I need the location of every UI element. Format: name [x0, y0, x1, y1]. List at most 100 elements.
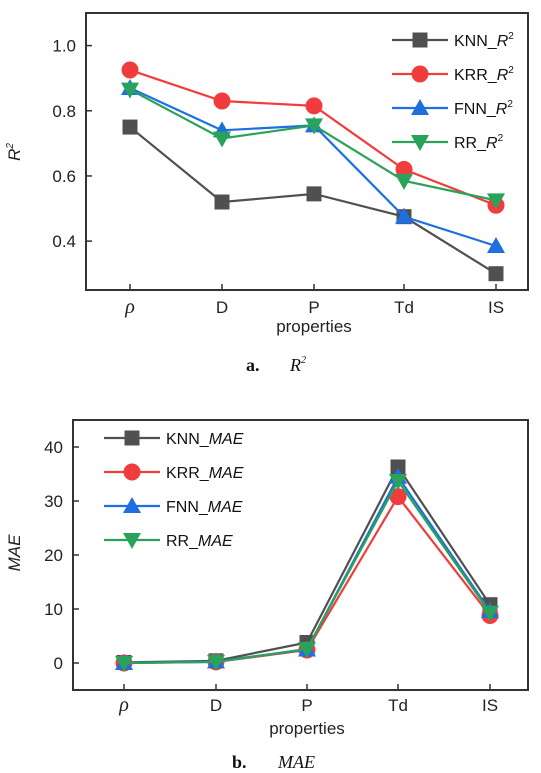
legend-label: FNN_R2	[454, 99, 513, 118]
caption-letter: a.	[246, 355, 260, 375]
y-axis-label-sup: 2	[5, 143, 16, 150]
y-tick-label: 30	[44, 492, 63, 511]
data-point	[122, 119, 138, 135]
x-tick-label: D	[210, 696, 222, 715]
y-tick-label: 0.4	[52, 232, 76, 251]
legend-item: KNN_R2	[392, 31, 514, 50]
legend-name-sup: 2	[508, 31, 514, 42]
series-rr	[121, 82, 505, 210]
legend-name-italic: R	[486, 135, 498, 152]
x-tick-label: IS	[488, 298, 504, 317]
legend-marker	[411, 135, 429, 151]
y-axis-label: MAE	[5, 534, 24, 572]
legend-name: KNN_	[166, 431, 210, 448]
legend-name-italic: R	[497, 67, 509, 84]
legend-name-italic: MAE	[209, 431, 244, 448]
y-tick-label: 1.0	[52, 37, 76, 56]
legend-name-italic: R	[496, 101, 508, 118]
data-point	[298, 641, 316, 658]
legend-item: KNN_MAE	[104, 430, 244, 448]
legend-item: FNN_MAE	[104, 497, 243, 516]
legend-marker	[412, 32, 428, 48]
plot-frame	[85, 12, 529, 291]
data-point	[487, 237, 505, 254]
legend-label: KRR_MAE	[166, 465, 244, 482]
y-tick-label: 10	[44, 600, 63, 619]
series-rr	[115, 474, 499, 672]
data-point	[395, 207, 413, 224]
legend-label: FNN_MAE	[166, 499, 243, 516]
panel-caption: b. MAE	[232, 752, 315, 772]
data-point	[487, 193, 505, 210]
y-axis-label: R2	[5, 143, 24, 161]
legend-name-italic: R	[497, 33, 509, 50]
legend-item: RR_MAE	[104, 533, 233, 550]
legend-item: KRR_R2	[392, 65, 514, 84]
data-point	[306, 186, 322, 202]
series-knn	[122, 119, 504, 282]
data-point	[305, 97, 323, 115]
y-tick-label: 0	[54, 654, 63, 673]
x-tick-label: D	[216, 298, 228, 317]
legend-marker	[411, 99, 429, 115]
legend-label: KNN_R2	[454, 31, 514, 50]
y-tick-label: 20	[44, 546, 63, 565]
legend-label: RR_R2	[454, 133, 504, 152]
y-tick-label: 40	[44, 438, 63, 457]
x-axis-label: properties	[276, 317, 352, 336]
legend-name-italic: MAE	[208, 499, 243, 516]
x-tick-label: ρ	[124, 296, 135, 318]
data-point	[213, 92, 231, 110]
y-axis-label-main: MAE	[5, 534, 24, 572]
legend-label: RR_MAE	[166, 533, 233, 550]
legend-item: RR_R2	[392, 133, 504, 152]
y-tick-label: 0.6	[52, 167, 76, 186]
legend-name: RR_	[454, 135, 487, 152]
legend-item: FNN_R2	[392, 99, 513, 118]
caption-title-sup: 2	[301, 355, 306, 366]
legend-label: KRR_R2	[454, 65, 514, 84]
data-point	[389, 488, 407, 506]
legend-marker	[123, 463, 141, 481]
legend-name-sup: 2	[507, 99, 513, 110]
y-axis-label-main: R	[5, 149, 24, 161]
chart-panel-a: 0.40.60.81.0ρ D P Td ISpropertiesR2KNN_R2KRR…	[5, 12, 529, 375]
legend-marker	[124, 430, 140, 446]
series-line	[129, 68, 497, 207]
legend-name: FNN_	[166, 499, 209, 516]
x-tick-label: Td	[388, 696, 408, 715]
data-point	[115, 656, 133, 672]
caption-title: R2	[289, 355, 306, 375]
legend-name: FNN_	[454, 101, 497, 118]
legend-name-italic: MAE	[209, 465, 244, 482]
panel-caption: a. R2	[246, 355, 306, 375]
y-tick-label: 0.8	[52, 102, 76, 121]
data-point	[121, 61, 139, 79]
legend-marker	[411, 65, 429, 83]
data-point	[390, 459, 406, 475]
legend-name-sup: 2	[508, 65, 514, 76]
data-point	[305, 118, 323, 135]
legend-name: KRR_	[454, 67, 498, 84]
caption-title: MAE	[277, 752, 315, 772]
x-tick-label: Td	[394, 298, 414, 317]
legend-name: RR_	[166, 533, 199, 550]
caption-title-main: R	[289, 355, 301, 375]
legend-name: KNN_	[454, 33, 498, 50]
legend-marker	[123, 533, 141, 549]
data-point	[395, 173, 413, 190]
legend-item: KRR_MAE	[104, 463, 244, 482]
data-point	[395, 160, 413, 178]
x-tick-label: P	[301, 696, 312, 715]
legend-name: KRR_	[166, 465, 210, 482]
data-point	[214, 194, 230, 210]
x-tick-label: P	[308, 298, 319, 317]
data-point	[207, 654, 225, 671]
caption-letter: b.	[232, 752, 247, 772]
data-point	[488, 266, 504, 282]
x-tick-label: IS	[482, 696, 498, 715]
